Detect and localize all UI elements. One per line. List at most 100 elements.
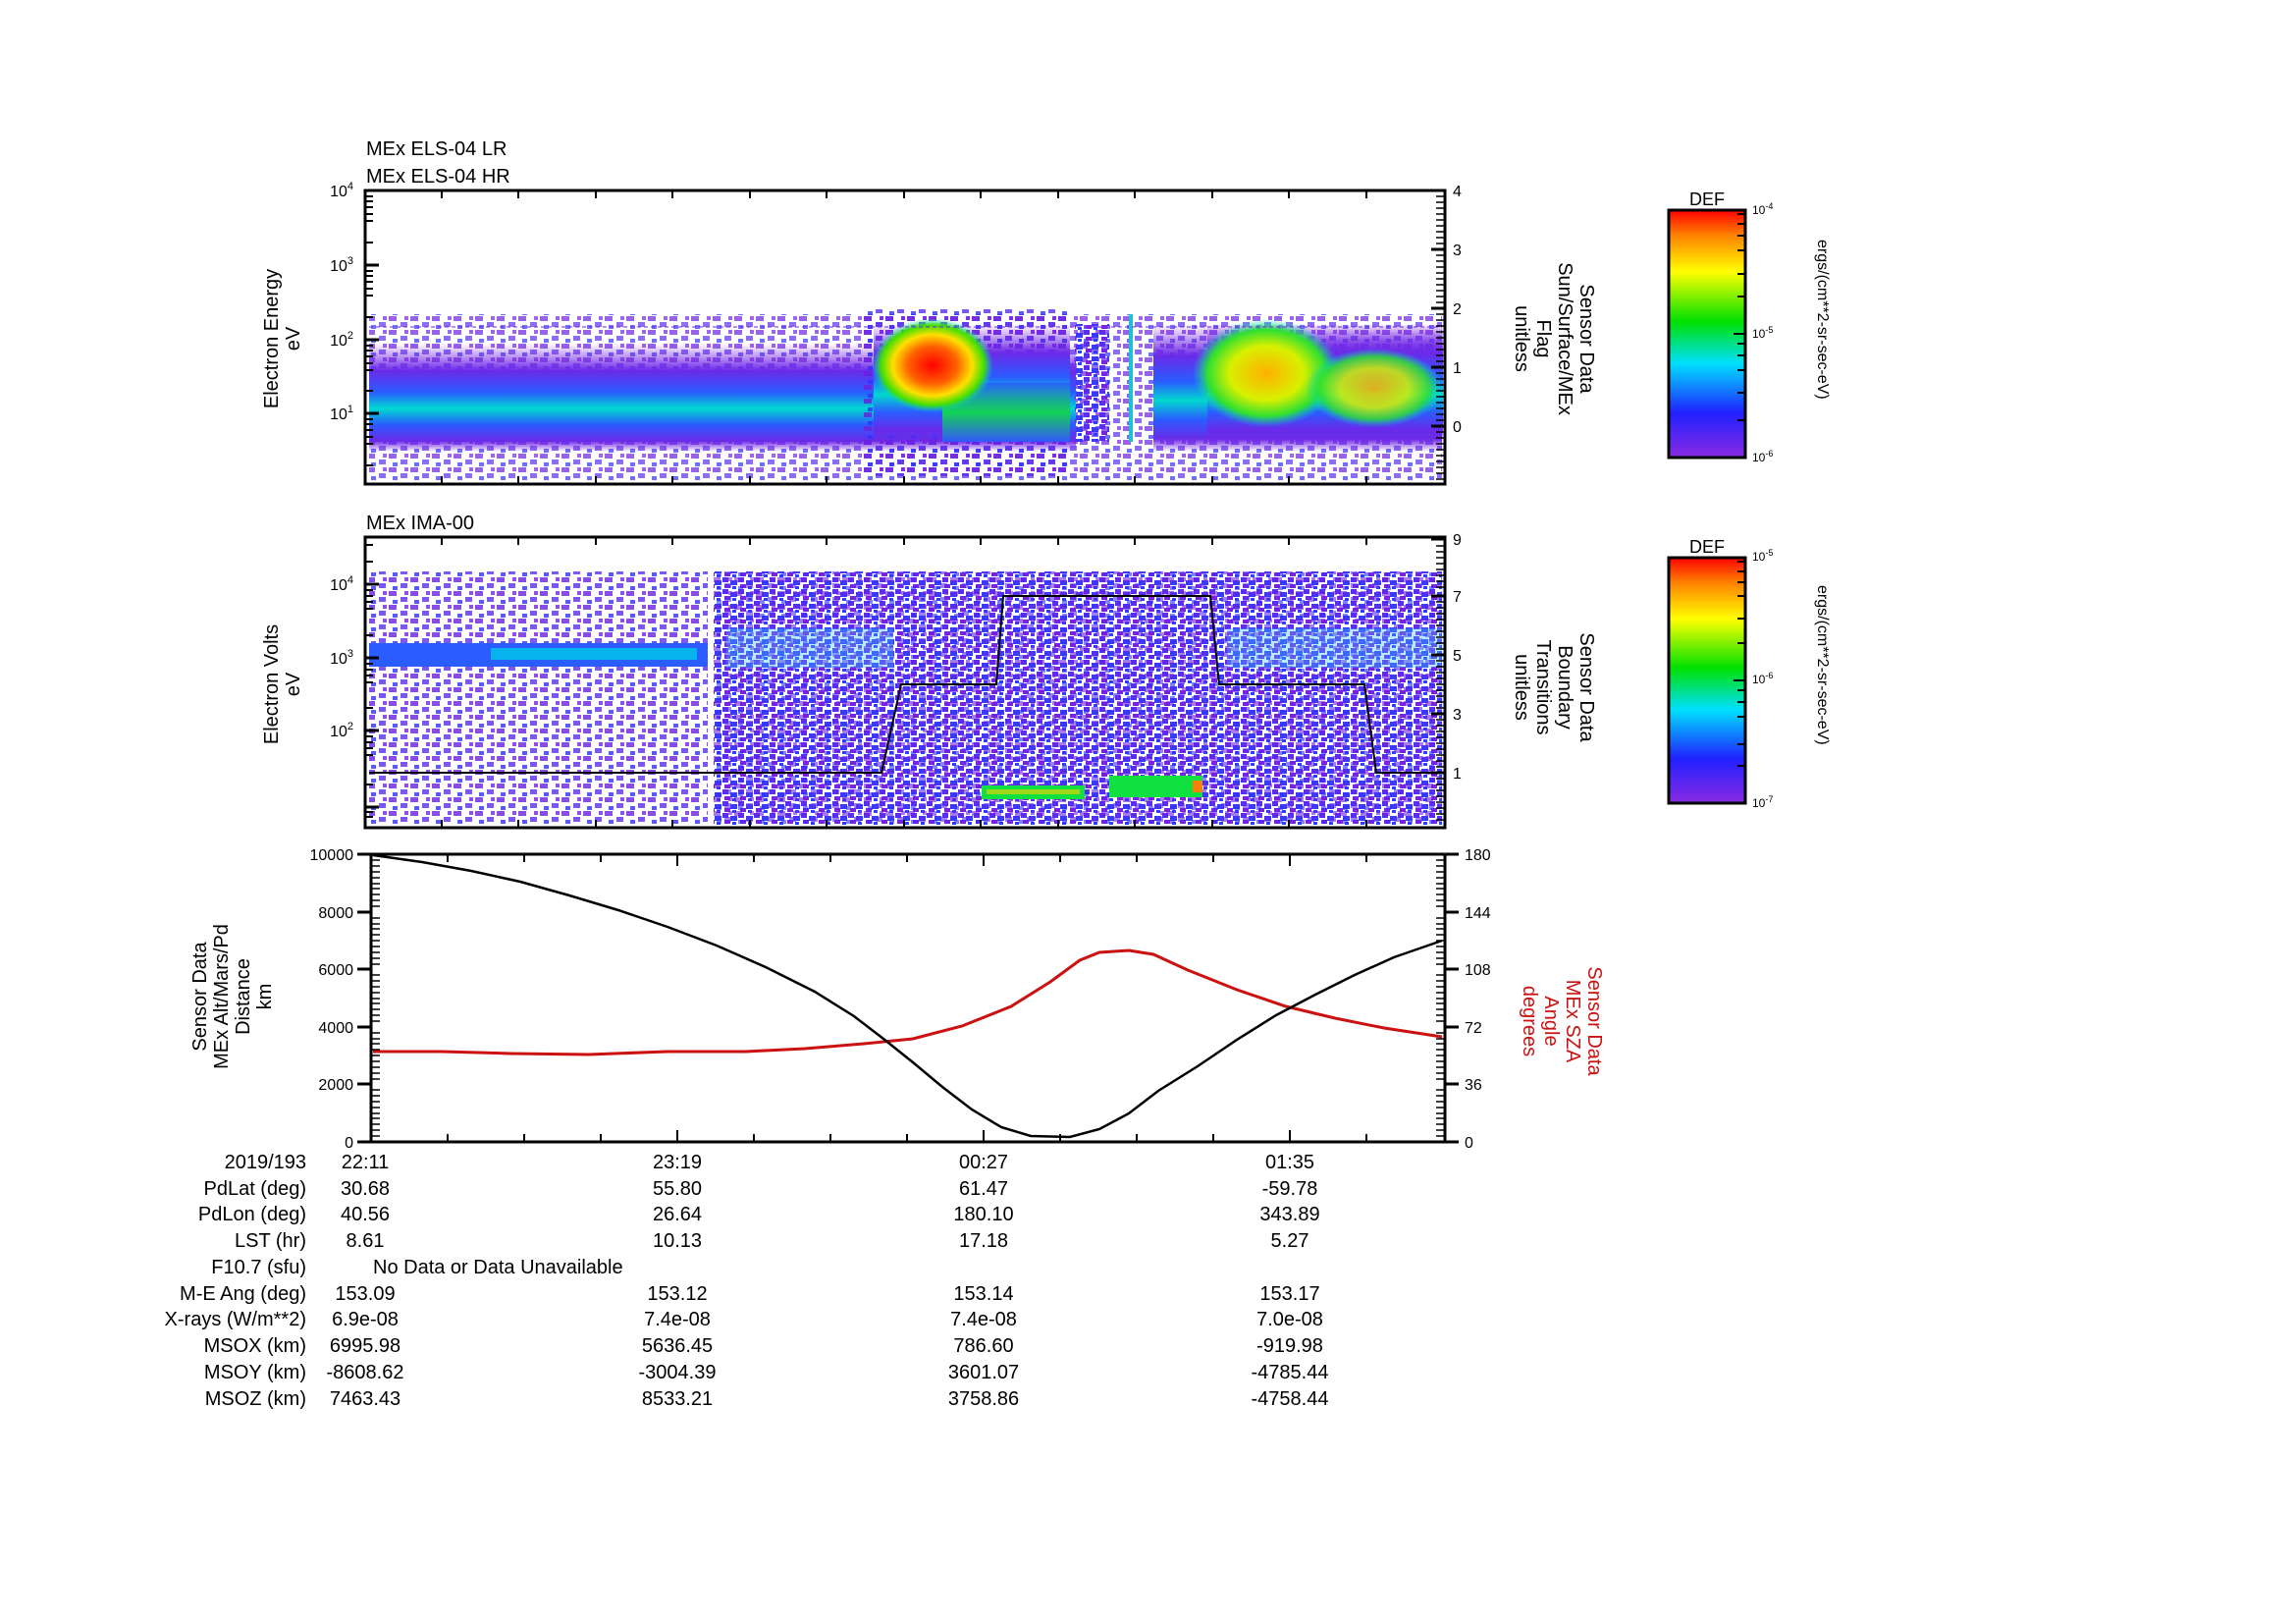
- svg-text:180.10: 180.10: [953, 1204, 1013, 1225]
- altitude-frame: [369, 852, 1447, 1144]
- svg-text:8.61: 8.61: [347, 1230, 385, 1252]
- ephemeris-col-4: 01:35 -59.78 343.89 5.27 153.17 7.0e-08 …: [1252, 1152, 1329, 1410]
- svg-text:-4785.44: -4785.44: [1252, 1362, 1329, 1383]
- svg-text:26.64: 26.64: [653, 1204, 702, 1225]
- svg-text:1: 1: [1453, 766, 1462, 783]
- panel-altitude-sza: 10000 8000 6000 4000 2000 0 180 144 108 …: [189, 847, 1605, 1152]
- svg-text:-919.98: -919.98: [1256, 1335, 1323, 1357]
- els-left-axis-label: Electron Energy eV: [261, 269, 304, 408]
- svg-text:10-4: 10-4: [1752, 201, 1773, 217]
- svg-text:101: 101: [330, 404, 353, 423]
- svg-text:-8608.62: -8608.62: [327, 1362, 404, 1383]
- svg-text:4: 4: [1453, 184, 1462, 200]
- ephemeris-labels: 2019/193 PdLat (deg) PdLon (deg) LST (hr…: [165, 1152, 306, 1410]
- panel-ima: MEx IMA-00 104 103 102 9 7 5 3 1 Electro…: [261, 513, 1831, 830]
- ima-colorbar-unit: ergs/(cm**2-sr-sec-eV): [1814, 585, 1831, 745]
- svg-text:km: km: [254, 984, 276, 1010]
- panel-els: MEx ELS-04 LR MEx ELS-04 HR 104 103 102 …: [261, 138, 1831, 486]
- svg-text:Sensor Data: Sensor Data: [189, 942, 211, 1052]
- svg-text:degrees: degrees: [1519, 986, 1540, 1056]
- svg-text:10-6: 10-6: [1752, 449, 1773, 464]
- svg-text:108: 108: [1465, 962, 1491, 979]
- svg-text:Boundary: Boundary: [1554, 645, 1575, 730]
- svg-text:5.27: 5.27: [1271, 1230, 1309, 1252]
- svg-text:0: 0: [1453, 419, 1462, 436]
- svg-text:Angle: Angle: [1540, 996, 1562, 1046]
- svg-text:LST (hr): LST (hr): [235, 1230, 306, 1252]
- svg-text:MSOX (km): MSOX (km): [204, 1335, 306, 1357]
- svg-text:Sensor Data: Sensor Data: [1583, 966, 1605, 1076]
- svg-text:F10.7 (sfu): F10.7 (sfu): [211, 1257, 306, 1278]
- svg-text:2: 2: [1453, 301, 1462, 318]
- svg-text:00:27: 00:27: [959, 1152, 1008, 1173]
- svg-text:104: 104: [330, 574, 353, 594]
- svg-text:153.09: 153.09: [335, 1283, 395, 1305]
- svg-text:40.56: 40.56: [341, 1204, 390, 1225]
- ephemeris-col-3: 00:27 61.47 180.10 17.18 153.14 7.4e-08 …: [948, 1152, 1019, 1410]
- svg-text:36: 36: [1465, 1077, 1482, 1094]
- svg-text:5636.45: 5636.45: [642, 1335, 713, 1357]
- svg-text:PdLat (deg): PdLat (deg): [203, 1178, 306, 1200]
- svg-text:2000: 2000: [318, 1077, 353, 1094]
- svg-text:6995.98: 6995.98: [330, 1335, 400, 1357]
- altitude-left-tick-labels: 10000 8000 6000 4000 2000 0: [310, 847, 354, 1152]
- svg-text:Electron Volts: Electron Volts: [261, 624, 283, 744]
- altitude-left-axis-label: Sensor Data MEx Alt/Mars/Pd Distance km: [189, 924, 276, 1069]
- svg-text:8533.21: 8533.21: [642, 1388, 713, 1410]
- svg-text:Transitions: Transitions: [1532, 639, 1554, 734]
- svg-text:7: 7: [1453, 589, 1462, 606]
- svg-text:8000: 8000: [318, 905, 353, 922]
- svg-text:104: 104: [330, 181, 353, 200]
- svg-text:MEx Alt/Mars/Pd: MEx Alt/Mars/Pd: [211, 924, 233, 1069]
- els-colorbar: DEF 10-4 10-5 10-6 ergs/(cm**2-sr-sec-eV…: [1667, 189, 1831, 464]
- svg-text:786.60: 786.60: [953, 1335, 1013, 1357]
- els-colorbar-unit: ergs/(cm**2-sr-sec-eV): [1814, 240, 1831, 400]
- svg-text:153.14: 153.14: [953, 1283, 1013, 1305]
- svg-text:Sun/Surface/MEx: Sun/Surface/MEx: [1554, 262, 1575, 415]
- ima-right-tick-labels: 9 7 5 3 1: [1453, 532, 1462, 783]
- svg-text:unitless: unitless: [1511, 654, 1532, 721]
- svg-text:Flag: Flag: [1532, 320, 1554, 358]
- svg-text:01:35: 01:35: [1265, 1152, 1314, 1173]
- svg-text:10-7: 10-7: [1752, 794, 1773, 810]
- svg-text:10.13: 10.13: [653, 1230, 702, 1252]
- svg-text:30.68: 30.68: [341, 1178, 390, 1200]
- svg-text:23:19: 23:19: [653, 1152, 702, 1173]
- svg-text:Electron Energy: Electron Energy: [261, 269, 283, 408]
- svg-text:0: 0: [345, 1135, 353, 1152]
- svg-text:72: 72: [1465, 1020, 1482, 1037]
- els-left-tick-labels: 104 103 102 101: [330, 181, 353, 423]
- svg-text:MSOZ (km): MSOZ (km): [205, 1388, 306, 1410]
- els-spectrogram: [369, 309, 1443, 481]
- ima-left-axis-label: Electron Volts eV: [261, 624, 304, 744]
- svg-text:103: 103: [330, 255, 353, 275]
- svg-text:MEx SZA: MEx SZA: [1562, 980, 1583, 1063]
- svg-text:3: 3: [1453, 707, 1462, 724]
- svg-text:PdLon (deg): PdLon (deg): [198, 1204, 306, 1225]
- svg-text:6.9e-08: 6.9e-08: [332, 1309, 399, 1330]
- ima-spectrogram: [369, 571, 1442, 825]
- svg-text:Sensor Data: Sensor Data: [1575, 284, 1597, 394]
- svg-text:7.4e-08: 7.4e-08: [950, 1309, 1017, 1330]
- ephemeris-col-2: 23:19 55.80 26.64 10.13 153.12 7.4e-08 5…: [639, 1152, 717, 1410]
- svg-text:-4758.44: -4758.44: [1252, 1388, 1329, 1410]
- svg-text:M-E Ang (deg): M-E Ang (deg): [180, 1283, 306, 1305]
- svg-text:103: 103: [330, 648, 353, 668]
- svg-text:10-6: 10-6: [1752, 671, 1773, 686]
- svg-text:5: 5: [1453, 648, 1462, 665]
- svg-text:144: 144: [1465, 905, 1491, 922]
- svg-text:9: 9: [1453, 532, 1462, 549]
- sza-right-axis-label: Sensor Data MEx SZA Angle degrees: [1519, 966, 1605, 1076]
- svg-text:eV: eV: [283, 326, 304, 351]
- svg-text:153.17: 153.17: [1259, 1283, 1319, 1305]
- ima-colorbar: DEF 10-5 10-6 10-7 ergs/(cm**2-sr-sec-eV…: [1667, 537, 1831, 810]
- svg-text:unitless: unitless: [1511, 305, 1532, 372]
- svg-text:10-5: 10-5: [1752, 325, 1773, 341]
- svg-text:7.0e-08: 7.0e-08: [1256, 1309, 1323, 1330]
- ephemeris-table: 2019/193 PdLat (deg) PdLon (deg) LST (hr…: [165, 1152, 1329, 1410]
- svg-text:7.4e-08: 7.4e-08: [644, 1309, 711, 1330]
- svg-text:3: 3: [1453, 243, 1462, 259]
- ima-left-tick-labels: 104 103 102: [330, 574, 353, 740]
- svg-text:eV: eV: [283, 672, 304, 696]
